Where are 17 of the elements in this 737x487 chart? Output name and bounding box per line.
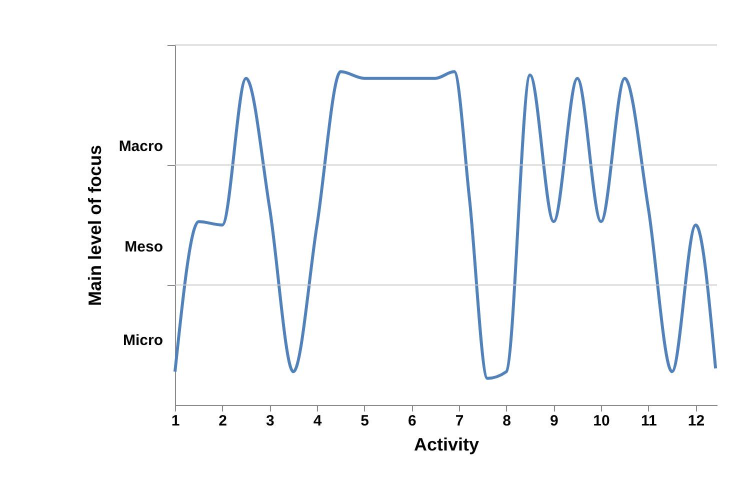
x-tick-label: 10 [593, 412, 610, 430]
x-tick-label: 4 [313, 412, 322, 430]
x-tick-label: 6 [408, 412, 416, 430]
x-tick-label: 9 [550, 412, 558, 430]
text: Meso [124, 238, 163, 256]
text: Micro [122, 332, 163, 350]
x-tick-label: 3 [266, 412, 274, 430]
x-tick-label: 2 [218, 412, 228, 430]
x-tick-label: 5 [360, 412, 370, 430]
x-tick-label: 1 [171, 412, 180, 430]
x-tick-label: 7 [455, 412, 464, 430]
x-axis-title: Activity [414, 434, 480, 454]
x-tick-label: 11 [640, 412, 657, 430]
x-tick-label: 12 [688, 412, 705, 430]
y-axis-title: Main level of focus [85, 144, 105, 306]
text: Macro [118, 138, 163, 155]
x-tick-label: 8 [502, 412, 512, 430]
